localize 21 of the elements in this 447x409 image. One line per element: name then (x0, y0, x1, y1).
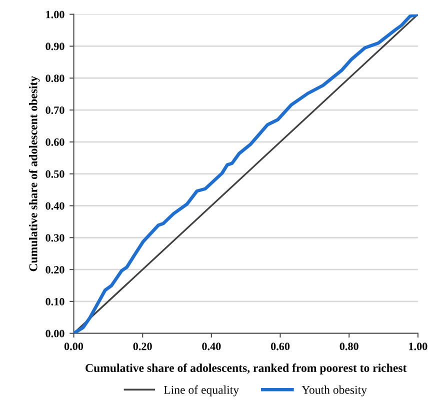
y-tick-label: 0.30 (46, 234, 64, 242)
y-tick-label: 0.50 (46, 170, 64, 178)
y-axis-title: Cumulative share of adolescent obesity (28, 76, 40, 272)
y-tick-label: 0.70 (46, 106, 64, 114)
x-tick-label: 0.20 (133, 342, 152, 350)
y-tick-label: 0.60 (46, 138, 64, 146)
y-tick-label: 0.10 (46, 298, 64, 306)
y-tick-label: 0.20 (46, 266, 64, 274)
x-tick-label: 0.40 (202, 342, 221, 350)
y-tick-label: 0.80 (46, 74, 64, 82)
x-tick-label: 0.00 (64, 342, 84, 350)
x-tick-label: 0.80 (340, 342, 358, 350)
x-tick-label: 0.60 (270, 342, 290, 350)
y-tick-label: 0.00 (46, 330, 64, 338)
y-tick-label: 1.00 (46, 10, 64, 18)
x-tick-label: 1.00 (409, 342, 428, 350)
legend-label: Line of equality (164, 385, 240, 396)
legend-label: Youth obesity (302, 386, 367, 396)
y-tick-label: 0.40 (46, 202, 64, 210)
x-axis-title: Cumulative share of adolescents, ranked from poorest to richest (86, 364, 407, 374)
y-tick-label: 0.90 (46, 42, 64, 50)
